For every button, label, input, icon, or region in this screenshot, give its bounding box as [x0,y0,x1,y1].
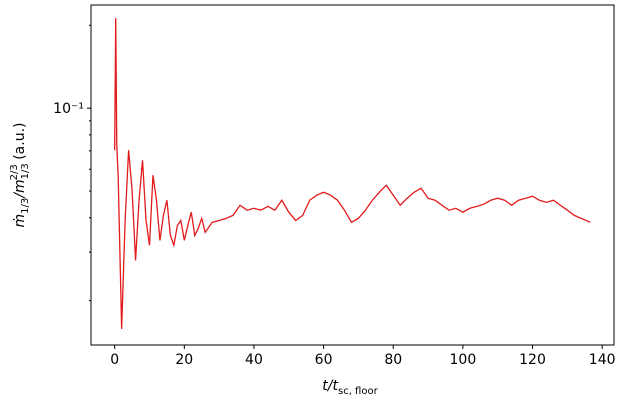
x-tick-label: 60 [315,352,333,368]
x-tick-label: 140 [589,352,616,368]
x-label-main: t/t [322,378,338,394]
data-line [114,18,591,329]
y-label-part: 1/3 [20,163,31,179]
x-tick-label: 80 [384,352,402,368]
y-label-part: (a.u.) [12,122,28,164]
y-label-part: ṁ [12,214,28,228]
x-label-sub: sc, floor [338,386,379,397]
plot-frame [90,4,615,346]
x-tick-label: 0 [110,352,119,368]
y-tick-label: 10⁻¹ [53,101,84,117]
y-label-part: /m [12,179,28,199]
x-tick-label: 20 [175,352,193,368]
y-axis-label: ṁ1/3/m1/32/3 (a.u.) [9,122,31,227]
x-axis-label: t/tsc, floor [322,378,378,397]
x-tick-label: 40 [245,352,263,368]
x-tick-label: 120 [519,352,546,368]
y-label-part: 1/3 [20,198,31,214]
y-label-part: 2/3 [9,164,20,180]
x-tick-label: 100 [450,352,477,368]
